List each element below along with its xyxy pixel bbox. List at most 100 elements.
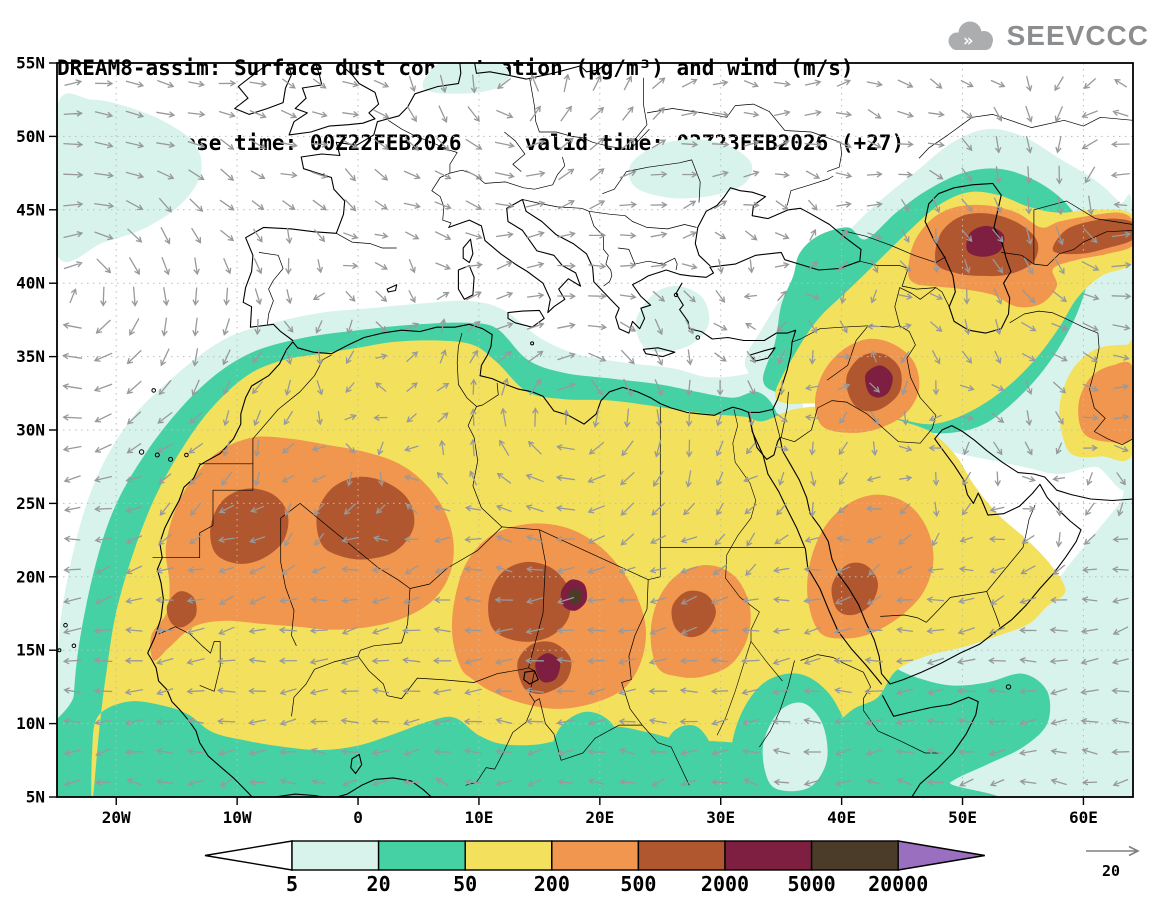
coastline	[882, 695, 979, 797]
country-border	[621, 579, 649, 726]
coastline	[642, 347, 676, 358]
colorbar-label: 500	[620, 872, 656, 896]
dust-region-cyan-aegean	[635, 285, 710, 353]
country-border	[1009, 310, 1100, 348]
dust-field	[57, 63, 1133, 797]
country-border	[899, 325, 937, 429]
island	[151, 388, 156, 393]
dust-region-cyan-atlantic-nw	[57, 93, 202, 262]
island	[71, 643, 77, 649]
coastline	[457, 265, 475, 300]
lon-tick-label: 10W	[223, 808, 252, 827]
country-border	[791, 325, 900, 343]
lat-tick-label: 40N	[16, 274, 45, 293]
island	[154, 452, 160, 458]
dust-region-sienna-west2	[316, 476, 415, 560]
colorbar-segment-5000	[810, 840, 899, 871]
country-border	[258, 252, 284, 325]
island	[168, 456, 174, 462]
lat-tick-label: 35N	[16, 347, 45, 366]
coastline	[147, 282, 797, 797]
country-border	[552, 156, 566, 185]
dust-region-cyan-ukraine	[628, 139, 753, 199]
country-border	[641, 724, 690, 786]
colorbar-label: 50	[453, 872, 477, 896]
colorbar-label: 20000	[868, 872, 928, 896]
country-border	[894, 287, 950, 326]
colorbar-segment-20	[377, 840, 466, 871]
dust-region-cyan-ethiopia-core	[762, 702, 828, 792]
wind-reference-arrow	[1086, 845, 1140, 857]
lat-tick-label: 15N	[16, 641, 45, 660]
colorbar-segment-50	[464, 840, 553, 871]
dust-region-maroon-iraq	[865, 365, 893, 398]
country-border	[357, 655, 388, 696]
lat-tick-label: 55N	[16, 54, 45, 73]
island	[184, 452, 189, 458]
svg-text:»: »	[963, 31, 973, 51]
country-border	[501, 526, 661, 581]
colorbar-arrow-right	[897, 840, 985, 871]
country-border	[1001, 230, 1133, 266]
dust-region-maroon-caspian	[966, 225, 1005, 257]
country-border	[476, 382, 499, 407]
country-border	[528, 529, 546, 672]
lat-tick-label: 10N	[16, 714, 45, 733]
colorbar-label: 5	[286, 872, 298, 896]
country-border	[772, 409, 781, 438]
coastline	[242, 63, 462, 342]
coastline	[234, 63, 293, 115]
coastline	[386, 284, 398, 293]
colorbar: 5 20 50 200 500 2000 5000 20000	[204, 840, 985, 896]
colorbar-segment-5	[291, 840, 380, 871]
country-border	[387, 667, 529, 699]
country-border	[449, 169, 553, 190]
coastline	[350, 753, 363, 775]
country-border	[986, 504, 1036, 592]
dust-region-darkbrown-chad-dot	[568, 588, 582, 605]
lon-tick-label: 50E	[948, 808, 977, 827]
dust-region-cyan-denmark	[422, 63, 510, 94]
island	[695, 335, 701, 340]
colorbar-arrow-left	[204, 840, 293, 871]
colorbar-label: 20	[367, 872, 391, 896]
dust-region-orange-right-edge	[1078, 361, 1133, 444]
lon-tick-label: 0	[353, 808, 363, 827]
colorbar-segment-500	[637, 840, 726, 871]
colorbar-label: 200	[534, 872, 570, 896]
country-border	[357, 588, 411, 657]
colorbar-label: 2000	[701, 872, 749, 896]
river	[725, 409, 783, 682]
country-border	[465, 670, 535, 786]
country-border	[918, 114, 1133, 159]
colorbar-label: 5000	[788, 872, 836, 896]
lat-tick-label: 45N	[16, 200, 45, 219]
country-border	[152, 463, 254, 559]
country-border	[841, 230, 946, 263]
colorbar-segment-2000	[724, 840, 813, 871]
lon-tick-label: 60E	[1069, 808, 1098, 827]
country-border	[617, 247, 678, 271]
country-border	[158, 626, 221, 654]
lon-tick-label: 30E	[706, 808, 735, 827]
country-border	[280, 503, 301, 646]
country-border	[986, 591, 1001, 627]
wind-reference-value: 20	[1102, 862, 1120, 880]
country-border	[1033, 200, 1133, 265]
dust-region-teal-south-sudan	[659, 725, 715, 797]
lat-tick-label: 20N	[16, 567, 45, 586]
country-border	[779, 400, 833, 443]
country-border	[826, 325, 869, 381]
graticule	[57, 63, 1133, 797]
wind-arrows	[62, 73, 1132, 787]
island	[673, 292, 679, 298]
coastline	[448, 187, 862, 334]
coastline	[474, 63, 608, 80]
country-border	[456, 333, 503, 528]
coastline	[924, 182, 1012, 334]
country-border	[529, 79, 650, 150]
country-border	[1089, 347, 1133, 446]
coastline	[462, 238, 474, 264]
